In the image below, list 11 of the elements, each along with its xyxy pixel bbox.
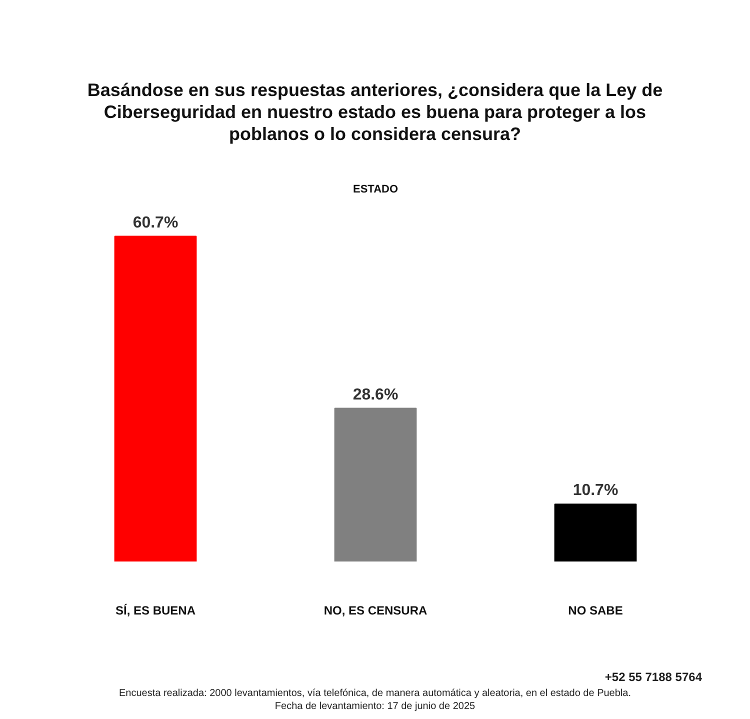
text: Encuesta realizada: 2000 levantamientos, vía telefónica, de manera automática y aleatoria, en el estado de Puebla.	[118, 688, 632, 700]
data-label: 10.7%	[572, 482, 618, 500]
x-tick-label: SÍ, ES BUENA	[115, 604, 196, 618]
x-tick-label: NO, ES CENSURA	[324, 604, 428, 618]
text: +52 55 7188 5764	[604, 670, 702, 684]
chart-subtitle: ESTADO	[352, 184, 398, 196]
data-label: 60.7%	[132, 214, 178, 232]
data-label: 28.6%	[352, 386, 398, 404]
chart-title: Basándose en sus respuestas anteriores, ¿considera que la Ley de Ciberseguridad en nuestro estado es buena para proteger a los poblanos o lo considera censura?	[86, 80, 664, 146]
text: Fecha de levantamiento: 17 de junio de 2025	[274, 700, 476, 713]
x-tick-label: NO SABE	[568, 604, 623, 618]
